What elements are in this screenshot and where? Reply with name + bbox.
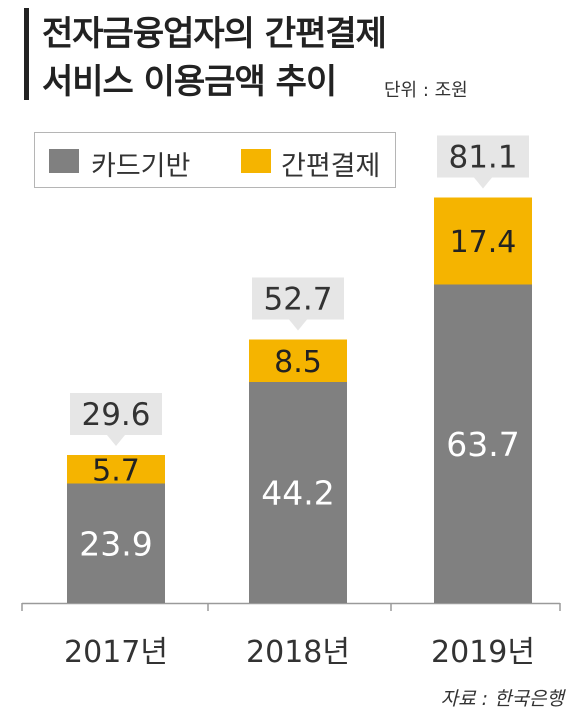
category-label: 2019년 <box>431 635 535 670</box>
title-accent-bar <box>24 8 29 100</box>
total-callout-box <box>70 393 162 435</box>
bar-segment-card <box>249 382 347 603</box>
legend-label-card: 카드기반 <box>91 151 191 182</box>
legend: 카드기반 간편결제 <box>34 132 396 188</box>
category-label: 2017년 <box>64 635 168 670</box>
chart-title-line2: 서비스 이용금액 추이 <box>42 62 337 102</box>
unit-label: 단위 : 조원 <box>384 80 468 101</box>
data-label-simple: 5.7 <box>92 453 140 488</box>
total-callout-box <box>252 277 344 320</box>
bar-segment-simple <box>434 197 532 285</box>
chart-title-line1: 전자금융업자의 간편결제 <box>42 14 387 54</box>
legend-swatch-card <box>49 149 79 173</box>
data-label-card: 23.9 <box>79 524 152 563</box>
bar-segment-simple <box>67 455 165 484</box>
total-callout-pointer <box>107 435 125 446</box>
total-label: 29.6 <box>81 397 150 433</box>
total-callout-pointer <box>289 319 307 331</box>
legend-swatch-simple <box>241 149 271 173</box>
total-label: 81.1 <box>448 140 517 176</box>
data-label-card: 44.2 <box>261 474 334 513</box>
total-callout-pointer <box>474 177 492 189</box>
category-label: 2018년 <box>246 635 350 670</box>
bar-segment-card <box>434 284 532 603</box>
bar-segment-simple <box>249 339 347 382</box>
data-label-simple: 8.5 <box>274 345 322 380</box>
source-note: 자료 : 한국은행 <box>440 688 564 710</box>
total-label: 52.7 <box>263 282 332 318</box>
data-label-card: 63.7 <box>446 425 519 464</box>
data-label-simple: 17.4 <box>450 225 517 260</box>
legend-label-simple: 간편결제 <box>281 151 381 182</box>
bar-segment-card <box>67 483 165 603</box>
total-callout-box <box>437 135 529 178</box>
